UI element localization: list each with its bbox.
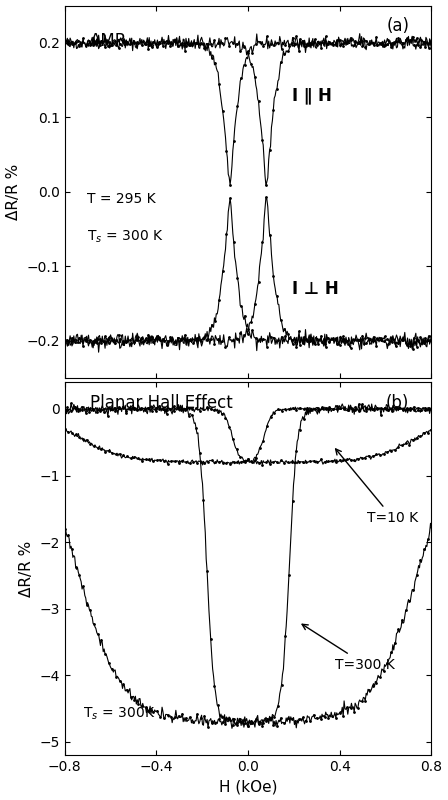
Text: AMR: AMR: [90, 32, 128, 50]
Text: T=10 K: T=10 K: [336, 449, 418, 525]
Y-axis label: ΔR/R %: ΔR/R %: [19, 541, 34, 597]
Text: (b): (b): [386, 394, 409, 411]
Text: I ⊥ H: I ⊥ H: [292, 280, 339, 298]
Text: T$_s$ = 300K: T$_s$ = 300K: [83, 706, 155, 722]
Text: Planar Hall Effect: Planar Hall Effect: [90, 394, 233, 411]
Text: I ∥ H: I ∥ H: [292, 86, 332, 104]
Text: T = 295 K: T = 295 K: [86, 192, 155, 206]
Text: T$_s$ = 300 K: T$_s$ = 300 K: [86, 228, 164, 245]
Y-axis label: ΔR/R %: ΔR/R %: [5, 164, 21, 220]
Text: (a): (a): [387, 17, 409, 34]
X-axis label: H (kOe): H (kOe): [219, 779, 277, 794]
Text: T=300 K: T=300 K: [302, 624, 395, 671]
